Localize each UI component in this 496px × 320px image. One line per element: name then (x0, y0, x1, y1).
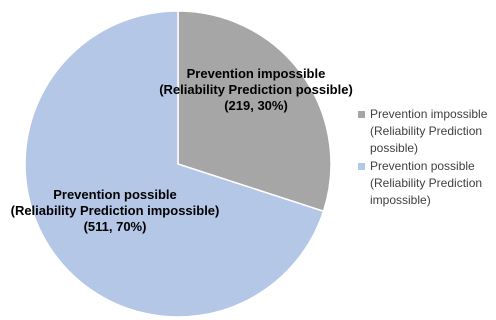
data-label-line: (Reliability Prediction impossible) (10, 203, 220, 218)
data-label-line: (Reliability Prediction possible) (159, 82, 353, 97)
data-label-prevention-impossible: Prevention impossible (Reliability Predi… (152, 66, 360, 114)
legend-label-line: Prevention possible (370, 159, 475, 173)
data-label-line: Prevention impossible (186, 66, 326, 81)
legend-label-line: impossible) (370, 193, 431, 207)
legend-label-line: possible) (370, 141, 419, 155)
legend-label-line: Prevention impossible (370, 107, 488, 121)
legend-swatch (358, 163, 365, 170)
legend-label-line: (Reliability Prediction (370, 176, 483, 190)
data-label-value: (511, 70%) (83, 219, 147, 234)
legend-item-prevention-impossible: Prevention impossible (Reliability Predi… (358, 106, 494, 157)
legend-label: Prevention impossible (Reliability Predi… (370, 106, 494, 157)
pie-slice-prevention-possible (24, 10, 325, 318)
legend-swatch (358, 111, 365, 118)
data-label-value: (219, 30%) (224, 98, 288, 113)
data-label-prevention-possible: Prevention possible (Reliability Predict… (0, 187, 230, 235)
legend-label: Prevention possible (Reliability Predict… (370, 158, 494, 209)
legend-label-line: (Reliability Prediction (370, 124, 483, 138)
data-label-line: Prevention possible (53, 187, 177, 202)
pie-slice-prevention-impossible (177, 10, 332, 213)
legend: Prevention impossible (Reliability Predi… (358, 106, 494, 210)
legend-item-prevention-possible: Prevention possible (Reliability Predict… (358, 158, 494, 209)
